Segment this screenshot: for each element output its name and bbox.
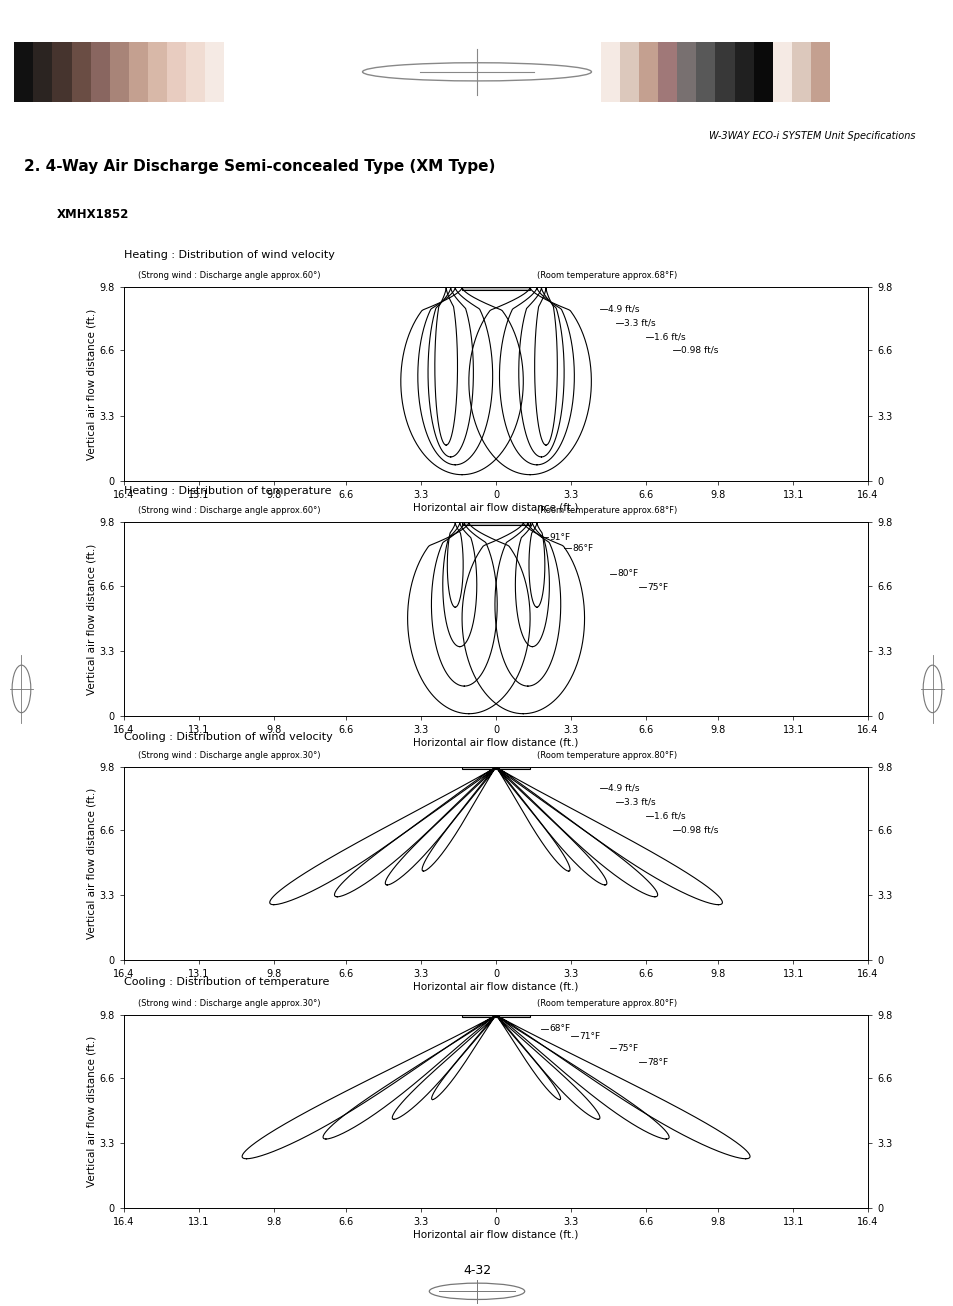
- Bar: [734, 42, 753, 102]
- Text: (Room temperature approx.68°F): (Room temperature approx.68°F): [537, 272, 677, 281]
- Bar: [110, 42, 129, 102]
- Bar: [639, 42, 658, 102]
- Text: Heating : Distribution of wind velocity: Heating : Distribution of wind velocity: [124, 249, 335, 260]
- Text: 4-32: 4-32: [462, 1264, 491, 1277]
- Text: 3.3 ft/s: 3.3 ft/s: [623, 798, 656, 807]
- Bar: [791, 42, 810, 102]
- Text: Cooling : Distribution of temperature: Cooling : Distribution of temperature: [124, 977, 329, 987]
- Bar: [461, 763, 530, 769]
- Text: 91°F: 91°F: [549, 533, 570, 542]
- X-axis label: Horizontal air flow distance (ft.): Horizontal air flow distance (ft.): [413, 1230, 578, 1239]
- Bar: [810, 42, 829, 102]
- Bar: [205, 42, 224, 102]
- Text: (Strong wind : Discharge angle approx.30°): (Strong wind : Discharge angle approx.30…: [137, 999, 320, 1008]
- Text: 80°F: 80°F: [617, 569, 638, 579]
- X-axis label: Horizontal air flow distance (ft.): Horizontal air flow distance (ft.): [413, 982, 578, 991]
- Text: 1.6 ft/s: 1.6 ft/s: [653, 332, 684, 341]
- Text: (Room temperature approx.68°F): (Room temperature approx.68°F): [537, 507, 677, 516]
- Text: 0.98 ft/s: 0.98 ft/s: [680, 346, 718, 355]
- Text: 0.98 ft/s: 0.98 ft/s: [680, 825, 718, 835]
- Text: 86°F: 86°F: [572, 543, 593, 552]
- Text: (Strong wind : Discharge angle approx.60°): (Strong wind : Discharge angle approx.60…: [137, 272, 320, 281]
- Y-axis label: Vertical air flow distance (ft.): Vertical air flow distance (ft.): [87, 788, 97, 939]
- Bar: [91, 42, 110, 102]
- Text: 4.9 ft/s: 4.9 ft/s: [608, 304, 639, 313]
- X-axis label: Horizontal air flow distance (ft.): Horizontal air flow distance (ft.): [413, 503, 578, 512]
- Bar: [71, 42, 91, 102]
- Text: (Strong wind : Discharge angle approx.60°): (Strong wind : Discharge angle approx.60…: [137, 507, 320, 516]
- Text: XMHX1852: XMHX1852: [57, 209, 130, 221]
- Bar: [33, 42, 52, 102]
- Text: 4.9 ft/s: 4.9 ft/s: [608, 784, 639, 793]
- Bar: [14, 42, 33, 102]
- Bar: [186, 42, 205, 102]
- Text: 4: 4: [10, 741, 26, 761]
- Text: 68°F: 68°F: [549, 1024, 570, 1033]
- Text: 78°F: 78°F: [646, 1058, 667, 1067]
- Bar: [129, 42, 148, 102]
- Bar: [715, 42, 734, 102]
- Bar: [167, 42, 186, 102]
- Bar: [696, 42, 715, 102]
- Text: (Room temperature approx.80°F): (Room temperature approx.80°F): [537, 751, 677, 760]
- Bar: [619, 42, 639, 102]
- Bar: [753, 42, 772, 102]
- Bar: [461, 283, 530, 290]
- Text: 2. 4-Way Air Discharge Semi-concealed Type (XM Type): 2. 4-Way Air Discharge Semi-concealed Ty…: [24, 159, 495, 174]
- Text: 75°F: 75°F: [646, 582, 667, 592]
- Text: 75°F: 75°F: [617, 1043, 638, 1053]
- Bar: [461, 1011, 530, 1017]
- Text: Cooling : Distribution of wind velocity: Cooling : Distribution of wind velocity: [124, 731, 333, 742]
- Text: (Room temperature approx.80°F): (Room temperature approx.80°F): [537, 999, 677, 1008]
- X-axis label: Horizontal air flow distance (ft.): Horizontal air flow distance (ft.): [413, 738, 578, 747]
- Text: Heating : Distribution of temperature: Heating : Distribution of temperature: [124, 486, 332, 496]
- Bar: [600, 42, 619, 102]
- Text: W-3WAY ECO-i SYSTEM Unit Specifications: W-3WAY ECO-i SYSTEM Unit Specifications: [709, 131, 915, 141]
- Text: (Strong wind : Discharge angle approx.30°): (Strong wind : Discharge angle approx.30…: [137, 751, 320, 760]
- Bar: [224, 42, 243, 102]
- Bar: [772, 42, 791, 102]
- Y-axis label: Vertical air flow distance (ft.): Vertical air flow distance (ft.): [87, 1036, 97, 1187]
- Bar: [677, 42, 696, 102]
- Text: 3.3 ft/s: 3.3 ft/s: [623, 319, 656, 328]
- Bar: [658, 42, 677, 102]
- Text: 71°F: 71°F: [578, 1032, 599, 1041]
- Text: 1.6 ft/s: 1.6 ft/s: [653, 811, 684, 820]
- Bar: [148, 42, 167, 102]
- Bar: [461, 518, 530, 525]
- Y-axis label: Vertical air flow distance (ft.): Vertical air flow distance (ft.): [87, 543, 97, 695]
- Y-axis label: Vertical air flow distance (ft.): Vertical air flow distance (ft.): [87, 308, 97, 460]
- Bar: [52, 42, 71, 102]
